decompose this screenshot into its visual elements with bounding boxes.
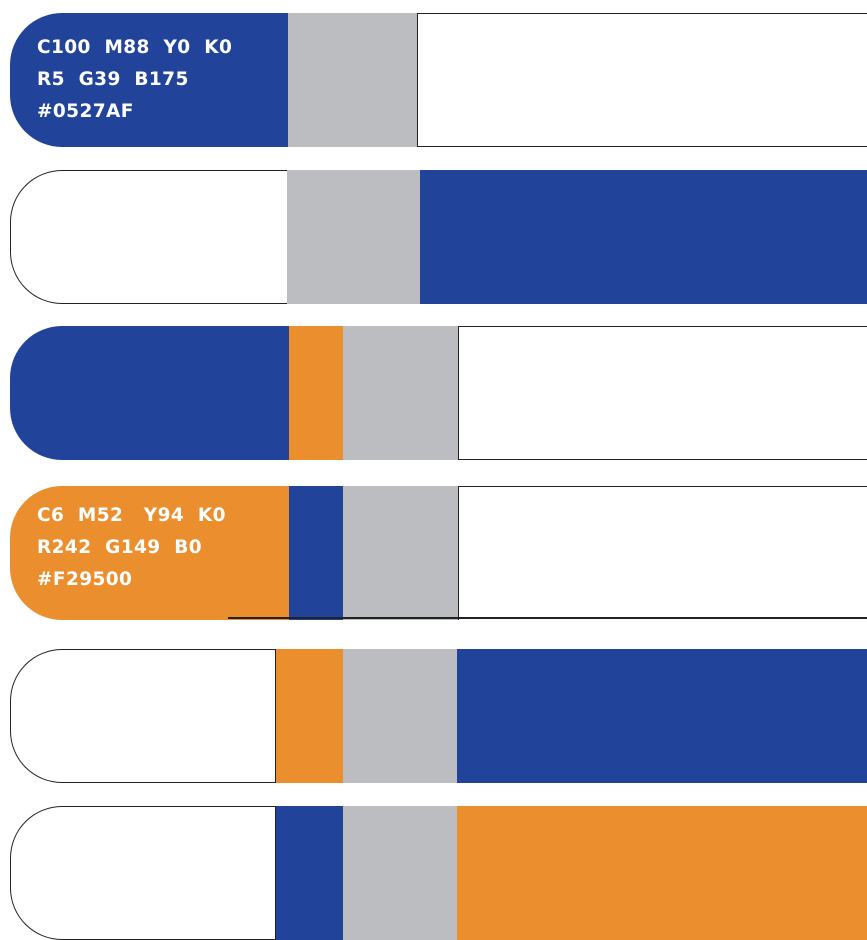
blue-cap: [10, 13, 288, 147]
gray-band: [287, 170, 420, 304]
cmyk-label: C6 M52 Y94 K0: [37, 505, 226, 526]
orange-band: [276, 649, 343, 783]
top-rule: [458, 326, 867, 328]
blue-cap: [10, 326, 290, 460]
hex-label: #F29500: [37, 569, 133, 590]
band-divider: [458, 326, 460, 460]
orange-cap: [10, 486, 290, 620]
blue-band: [420, 170, 867, 304]
bottom-rule: [417, 145, 867, 147]
swatch-row-6: [0, 806, 867, 940]
bottom-rule: [458, 458, 867, 460]
swatch-row-4: C6 M52 Y94 K0 R242 G149 B0 #F29500: [0, 486, 867, 620]
rgb-label: R242 G149 B0: [37, 537, 202, 558]
white-cap: [10, 649, 276, 783]
rgb-label: R5 G39 B175: [37, 69, 189, 90]
orange-band: [457, 806, 867, 940]
gray-band: [343, 649, 457, 783]
blue-band: [457, 649, 867, 783]
bottom-rule: [228, 617, 867, 619]
gray-band: [288, 13, 418, 147]
top-rule: [417, 13, 867, 15]
blue-band: [289, 486, 343, 620]
swatch-row-1: C100 M88 Y0 K0 R5 G39 B175 #0527AF: [0, 13, 867, 147]
gray-band: [343, 486, 459, 620]
blue-band: [276, 806, 343, 940]
gray-band: [343, 326, 459, 460]
white-cap: [10, 806, 276, 940]
top-rule: [458, 486, 867, 488]
swatch-row-3: [0, 326, 867, 460]
band-divider: [458, 486, 460, 620]
band-divider: [275, 649, 277, 783]
gray-band: [343, 806, 457, 940]
swatch-row-2: [0, 170, 867, 304]
band-divider: [275, 806, 277, 940]
band-divider: [417, 13, 419, 147]
hex-label: #0527AF: [37, 101, 134, 122]
swatch-row-5: [0, 649, 867, 783]
orange-band: [289, 326, 343, 460]
white-cap: [10, 170, 288, 304]
cmyk-label: C100 M88 Y0 K0: [37, 37, 233, 58]
